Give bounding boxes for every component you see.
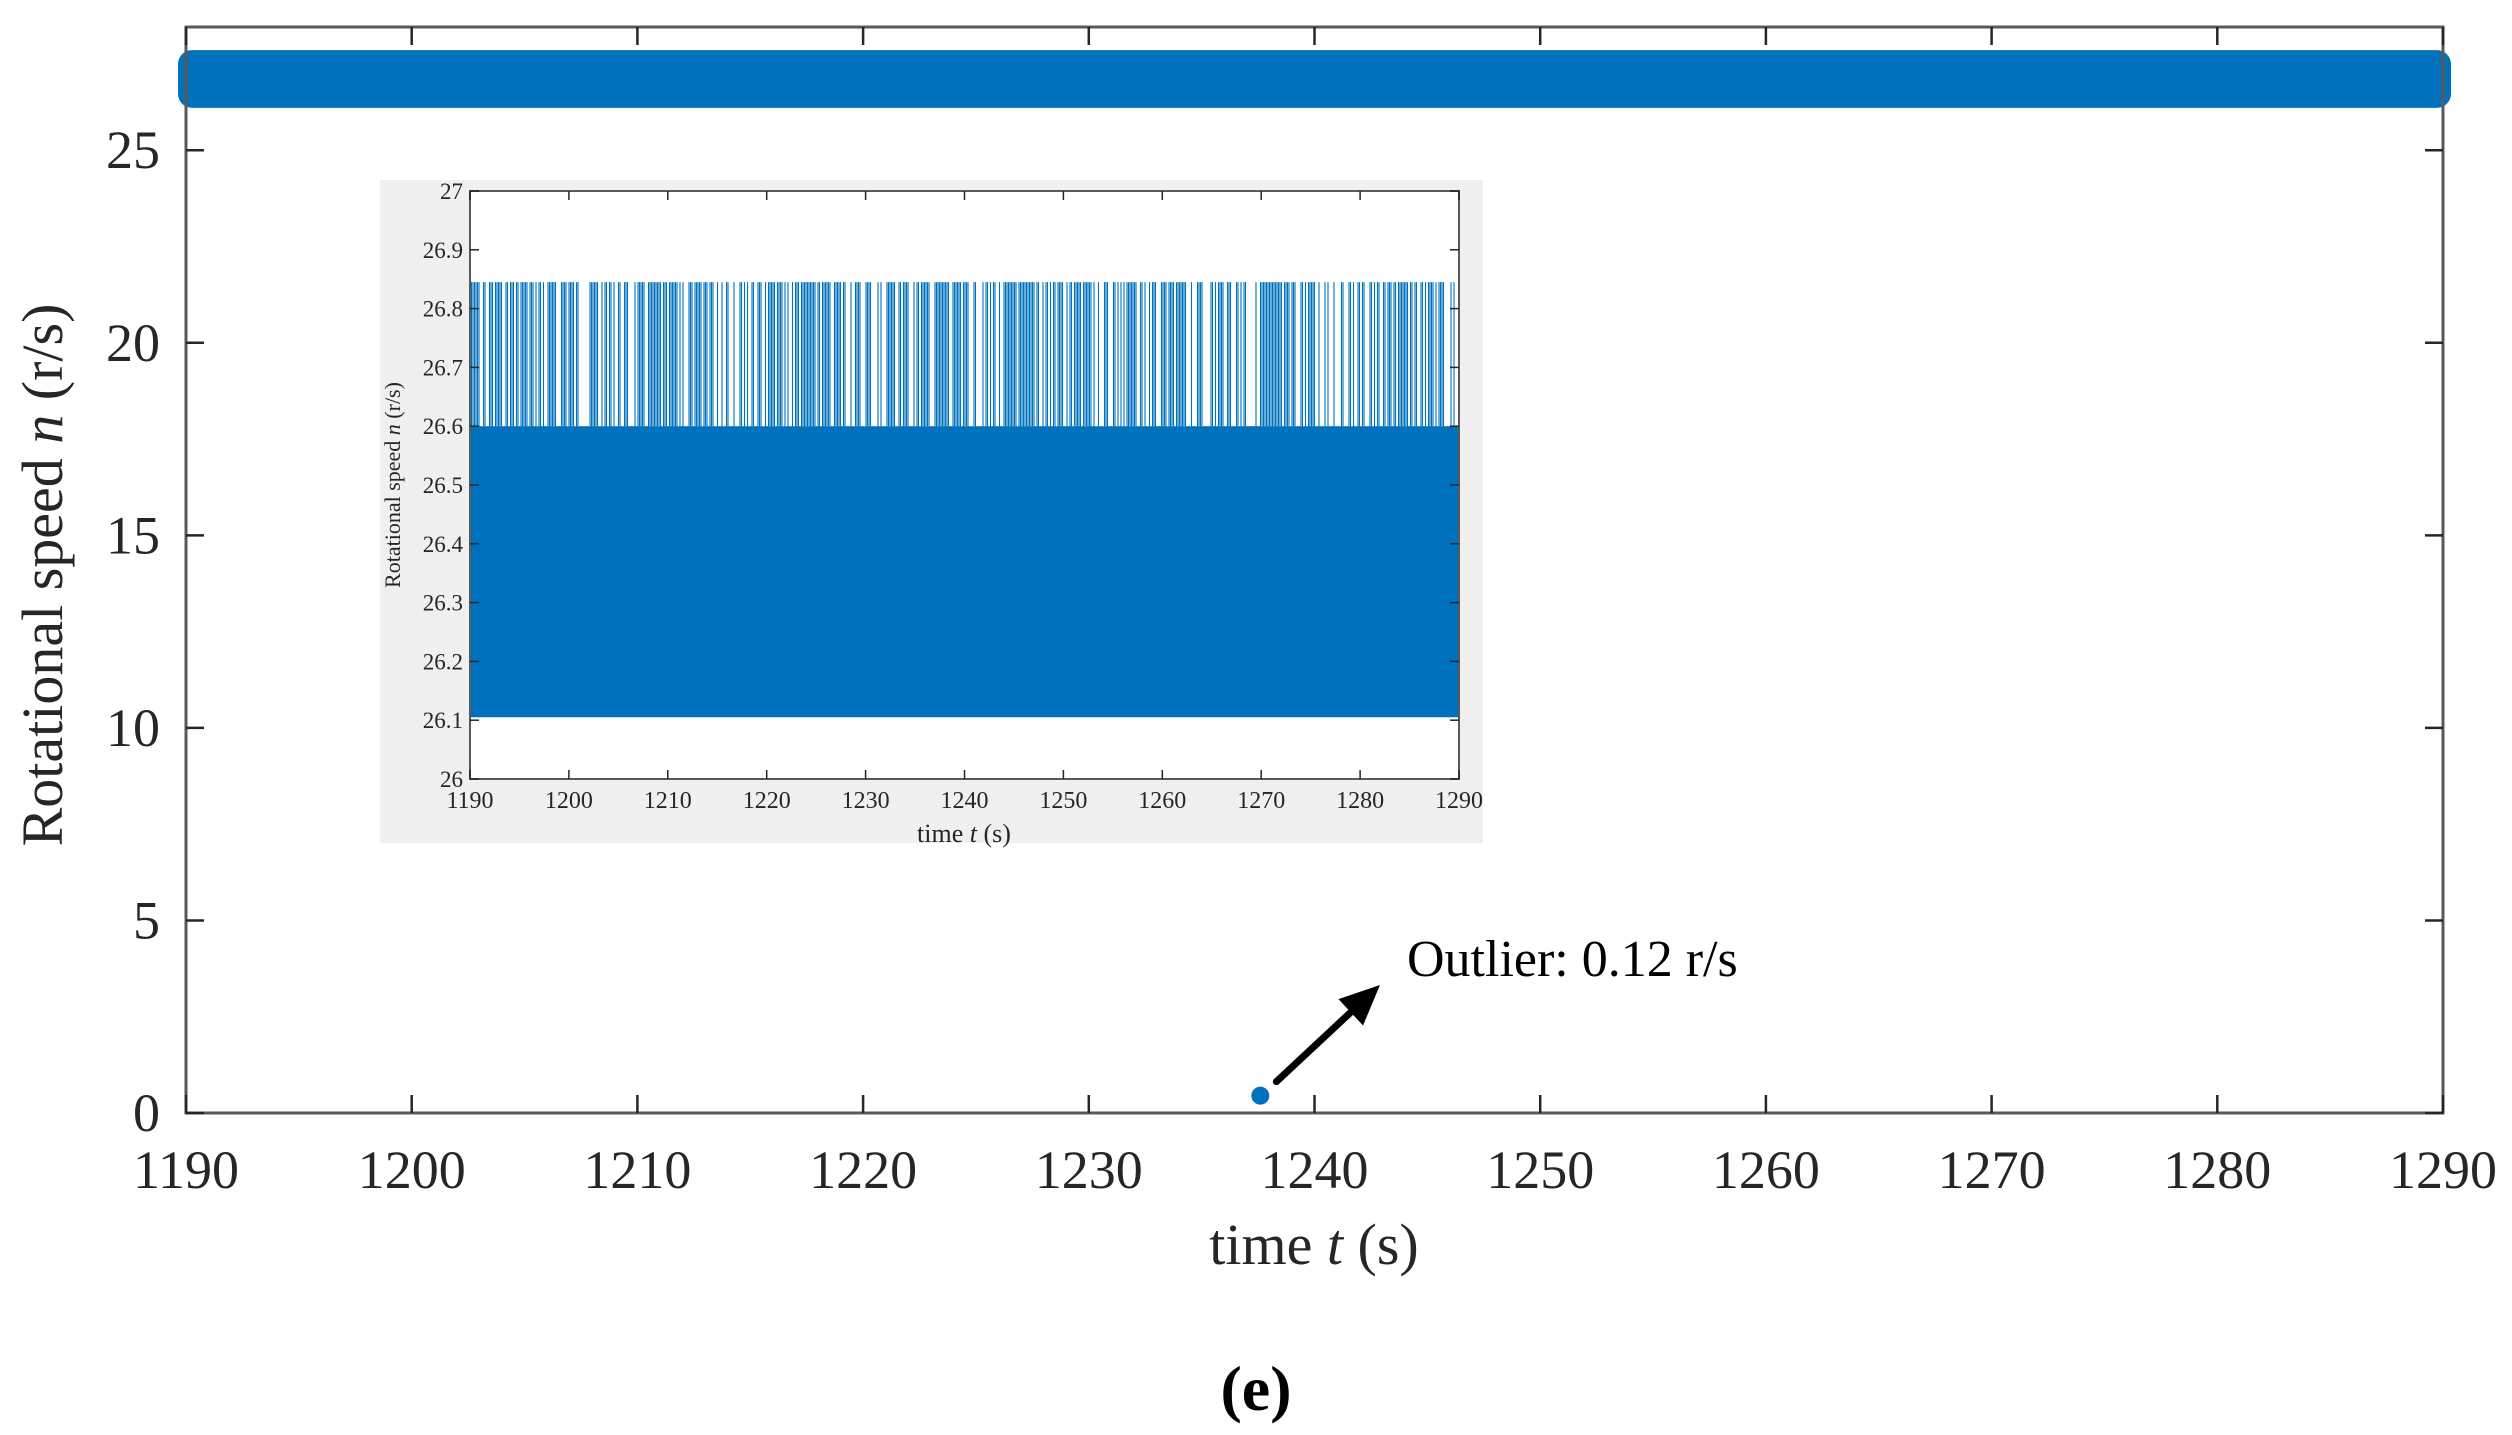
main-x-tick-label: 1270 (1938, 1140, 2046, 1200)
inset-x-tick-label: 1200 (545, 788, 593, 814)
inset-y-tick-label: 26.5 (423, 473, 463, 498)
outlier-annotation: Outlier: 0.12 r/s (1272, 931, 1738, 1086)
inset-x-tick-label: 1240 (941, 788, 989, 814)
figure-label: (e) (1220, 1353, 1291, 1424)
inset-y-tick-label: 26.3 (423, 591, 463, 616)
inset-y-tick-label: 26 (440, 767, 463, 792)
inset-y-tick-label: 26.1 (423, 708, 463, 733)
inset-x-tick-label: 1270 (1237, 788, 1285, 814)
main-y-tick-label: 20 (106, 313, 160, 373)
main-y-tick-label: 0 (133, 1083, 160, 1143)
inset-x-tick-label: 1220 (743, 788, 791, 814)
inset-y-axis: 26 26.1 26.2 26.3 26.4 26.5 26.6 26.7 26.8 26.9 27 (423, 179, 1459, 792)
main-x-tick-label: 1250 (1486, 1140, 1594, 1200)
inset-x-tick-label: 1250 (1039, 788, 1087, 814)
main-x-tick-label: 1260 (1712, 1140, 1820, 1200)
main-x-tick-label: 1220 (809, 1140, 917, 1200)
main-x-tick-label: 1240 (1261, 1140, 1369, 1200)
main-x-axis: 1190 1200 1210 1220 1230 1240 1250 1260 1270 1280… (133, 27, 2497, 1200)
inset-x-tick-label: 1190 (446, 788, 493, 814)
main-x-tick-label: 1200 (358, 1140, 466, 1200)
inset-x-axis-label: time t (s) (917, 819, 1011, 848)
main-y-tick-label: 5 (133, 890, 160, 950)
main-x-axis-label: time t (s) (1209, 1212, 1418, 1277)
main-x-tick-label: 1190 (133, 1140, 239, 1200)
main-chart: 1190 1200 1210 1220 1230 1240 1250 1260 1270 1280… (10, 25, 2497, 1277)
inset-series-band (470, 426, 1459, 718)
annotation-arrow-head (1338, 985, 1380, 1026)
annotation-arrow-line (1272, 1008, 1355, 1086)
inset-x-axis: 1190 1200 1210 1220 1230 1240 1250 1260 1270 1280… (446, 191, 1483, 814)
inset-y-tick-label: 26.7 (423, 355, 463, 380)
inset-y-tick-label: 26.9 (423, 238, 463, 263)
inset-x-tick-label: 1210 (644, 788, 692, 814)
inset-x-tick-label: 1290 (1435, 788, 1483, 814)
main-x-tick-label: 1210 (583, 1140, 691, 1200)
inset-y-tick-label: 26.2 (423, 649, 463, 674)
main-x-tick-label: 1290 (2389, 1140, 2497, 1200)
main-series-band (178, 50, 2451, 108)
outlier-point (1251, 1086, 1270, 1105)
inset-y-tick-label: 26.4 (423, 532, 464, 557)
inset-y-tick-label: 26.6 (423, 414, 463, 439)
main-series-speed (178, 50, 2451, 1105)
inset-x-tick-label: 1280 (1336, 788, 1384, 814)
inset-y-tick-label: 26.8 (423, 297, 463, 322)
main-y-tick-label: 25 (106, 120, 160, 180)
inset-y-axis-label: Rotational speed n (r/s) (380, 382, 405, 588)
main-y-axis: 0 5 10 15 20 25 (106, 120, 2443, 1143)
main-y-tick-label: 10 (106, 698, 160, 758)
annotation-text: Outlier: 0.12 r/s (1407, 931, 1738, 988)
main-x-tick-label: 1230 (1035, 1140, 1143, 1200)
main-x-tick-label: 1280 (2163, 1140, 2271, 1200)
inset-chart: 1190 1200 1210 1220 1230 1240 1250 1260 1270 1280… (380, 179, 1483, 848)
main-y-axis-label: Rotational speed n (r/s) (10, 304, 75, 847)
inset-x-tick-label: 1260 (1138, 788, 1186, 814)
main-y-tick-label: 15 (106, 505, 160, 565)
inset-x-tick-label: 1230 (842, 788, 890, 814)
inset-series-speed (469, 282, 1459, 718)
inset-y-tick-label: 27 (440, 179, 463, 204)
